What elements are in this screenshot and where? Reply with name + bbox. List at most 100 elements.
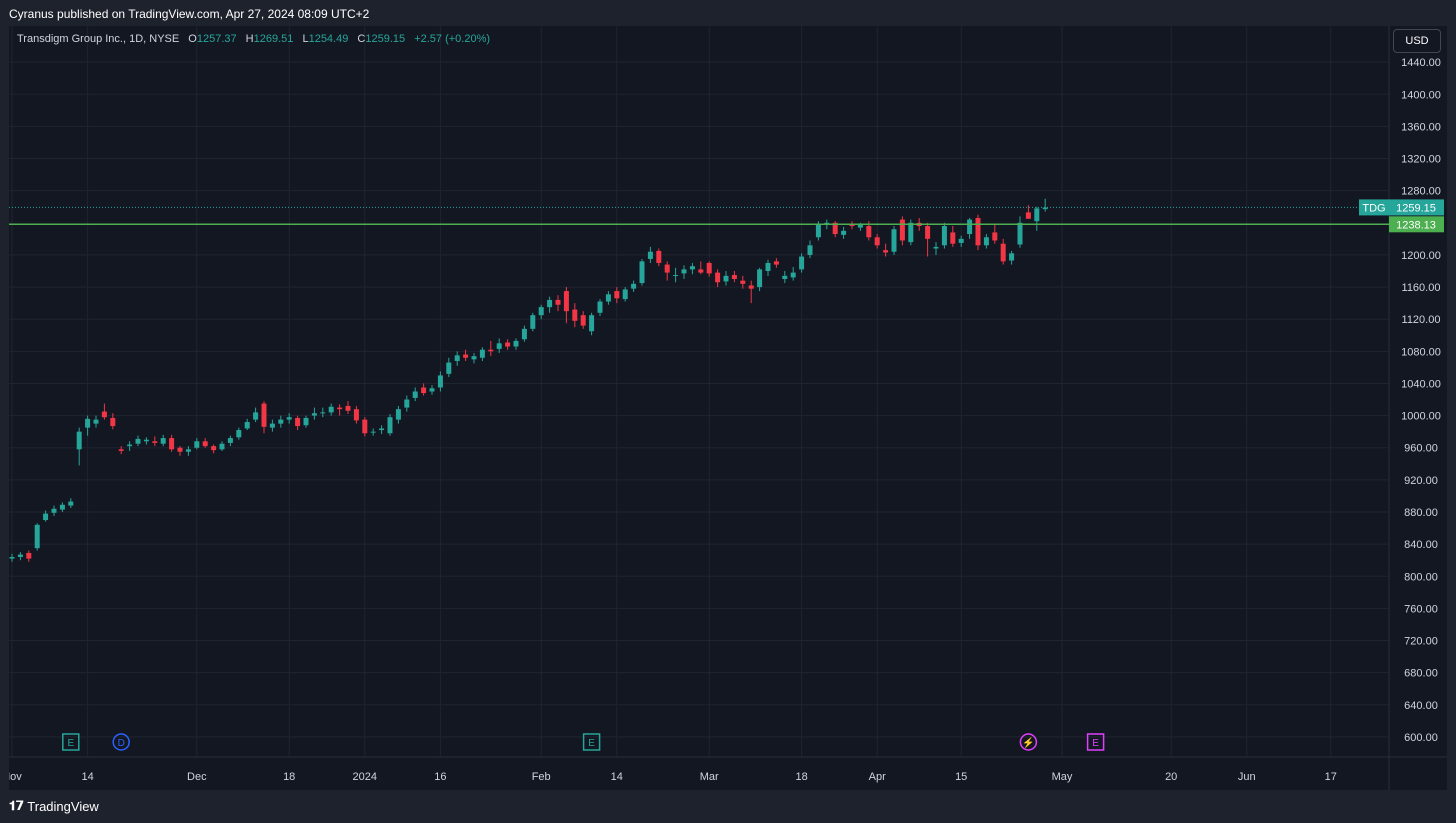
x-tick-label: 2024 [353, 771, 377, 783]
event-label: E [1092, 738, 1099, 749]
candle-body [370, 431, 376, 433]
candle-body [899, 219, 905, 241]
candle-body [748, 285, 754, 289]
candle-body [983, 237, 989, 246]
high-value: 1269.51 [253, 33, 294, 45]
candle-body [404, 399, 410, 408]
candle-body [950, 232, 956, 244]
event-marker [582, 733, 601, 751]
candle-body [908, 222, 914, 243]
instrument-name: Transdigm Group Inc., 1D, NYSE [17, 33, 180, 45]
candle-body [757, 269, 763, 288]
candle-body [673, 275, 679, 277]
candle-body [454, 355, 460, 361]
candle-body [446, 362, 452, 374]
x-tick-label: 14 [611, 771, 623, 783]
last-price-label: 1259.15 [1396, 202, 1436, 214]
candle-body [765, 262, 771, 271]
candle-body [328, 406, 334, 413]
event-marker [1019, 733, 1038, 751]
last-price-tag [1389, 199, 1444, 216]
candle-body [278, 419, 284, 424]
candle-body [832, 222, 838, 235]
low-label: L [302, 33, 309, 45]
footer-brand[interactable]: 𝟏𝟳 TradingView [9, 798, 99, 814]
candle-body [1000, 243, 1006, 262]
candle-body [933, 246, 939, 249]
y-tick-label: 1040.00 [1401, 378, 1441, 390]
candle-body [118, 449, 124, 451]
candle-body [496, 343, 502, 349]
candle-body [185, 449, 191, 452]
candle-body [429, 388, 435, 392]
candle-body [437, 375, 443, 388]
candle-body [656, 250, 662, 263]
candle-body [26, 552, 32, 559]
candle-body [706, 262, 712, 274]
y-tick-label: 1120.00 [1402, 314, 1441, 326]
y-tick-label: 760.00 [1404, 603, 1438, 615]
candle-body [211, 446, 217, 451]
candle-body [479, 349, 485, 358]
candle-body [790, 272, 796, 278]
candle-body [958, 238, 964, 243]
candle-body [681, 269, 687, 274]
candle-body [353, 409, 359, 421]
y-tick-label: 720.00 [1404, 636, 1438, 648]
candle-body [169, 438, 175, 450]
candle-body [412, 391, 418, 398]
x-tick-label: Apr [869, 771, 886, 783]
candle-body [253, 412, 259, 420]
candle-body [471, 356, 477, 360]
candle-body [639, 261, 645, 284]
candle-body [622, 289, 628, 300]
symbol-tag [1359, 199, 1389, 216]
symbol-tag-label: TDG [1362, 202, 1385, 214]
candle-body [773, 261, 779, 265]
currency-button[interactable]: USD [1393, 29, 1441, 53]
x-tick-label: 14 [81, 771, 93, 783]
candle-body [337, 407, 343, 410]
chart-area[interactable]: 1440.00 1400.00 1360.00 1320.00 1280.00 1200.… [9, 26, 1447, 790]
candlestick-chart[interactable]: 1440.00 1400.00 1360.00 1320.00 1280.00 1200.… [9, 26, 1447, 790]
y-tick-label: 640.00 [1404, 700, 1438, 712]
candle-body [925, 226, 931, 239]
y-tick-label: 960.00 [1404, 443, 1438, 455]
x-tick-label: Jun [1238, 771, 1256, 783]
x-tick-label: 20 [1165, 771, 1177, 783]
high-label: H [245, 33, 254, 45]
candle-body [345, 405, 351, 411]
candle-body [505, 342, 511, 347]
candle-body [463, 354, 469, 358]
event-label: E [588, 738, 595, 749]
y-tick-label: 1280.00 [1401, 186, 1441, 198]
candle-body [303, 418, 309, 426]
candle-body [530, 315, 536, 329]
y-tick-label: 1160.00 [1402, 282, 1441, 294]
candle-body [43, 513, 49, 521]
candle-body [689, 266, 695, 270]
x-tick-label: Mar [700, 771, 719, 783]
candle-body [68, 501, 74, 506]
candle-body [807, 245, 813, 255]
candle-body [421, 387, 427, 394]
candle-body [488, 349, 494, 352]
candle-body [664, 264, 670, 273]
tradingview-logo-icon: 𝟏𝟳 [9, 798, 24, 813]
candle-body [362, 419, 368, 434]
candle-body [513, 340, 519, 347]
y-tick-label: 1400.00 [1401, 89, 1441, 101]
candle-body [1009, 253, 1015, 261]
x-tick-label: Dec [187, 771, 207, 783]
candle-body [93, 419, 99, 424]
x-tick-label: Feb [532, 771, 551, 783]
candle-body [379, 428, 385, 431]
candle-body [614, 291, 620, 299]
candle-body [605, 294, 611, 302]
candle-body [85, 418, 91, 428]
candle-body [883, 250, 889, 253]
candle-body [152, 441, 158, 443]
event-label: D [118, 738, 125, 749]
candle-body [874, 237, 880, 246]
publisher-bar: Cyranus published on TradingView.com, Ap… [0, 0, 1456, 26]
